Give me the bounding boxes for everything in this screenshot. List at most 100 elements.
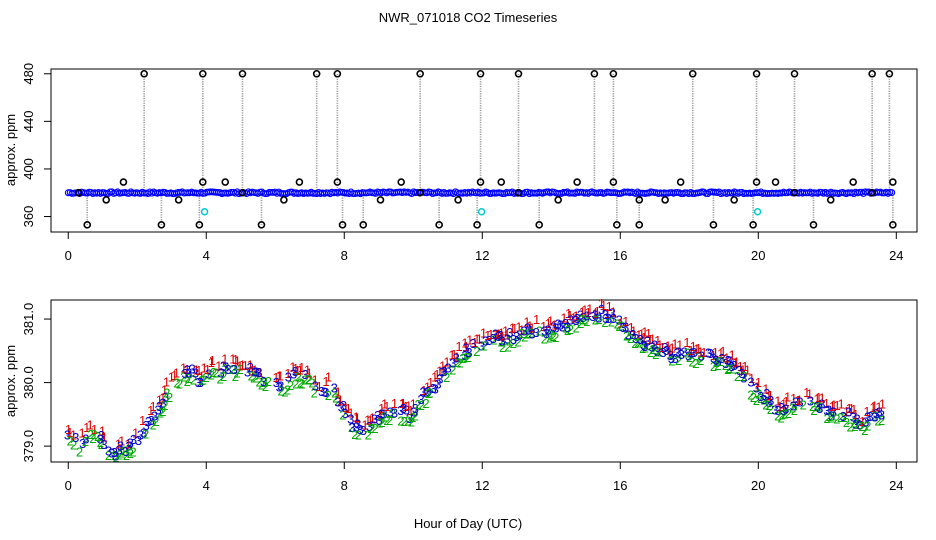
- bottom-marker-2: 2: [656, 345, 663, 360]
- bottom-marker-3: 3: [876, 405, 883, 420]
- top-point-flagged: [573, 178, 581, 186]
- bottom-marker-1: 1: [476, 332, 483, 347]
- bottom-marker-1: 1: [732, 356, 739, 371]
- bottom-marker-3: 3: [260, 374, 267, 389]
- bottom-marker-1: 1: [630, 323, 637, 338]
- top-point-cyan: [477, 208, 486, 216]
- bottom-marker-1: 1: [845, 401, 852, 416]
- top-point-flagged: [889, 178, 897, 186]
- bottom-marker-2: 2: [481, 339, 488, 354]
- bottom-marker-1: 1: [149, 399, 156, 414]
- bottom-marker-2: 2: [668, 354, 675, 369]
- bottom-marker-1: 1: [671, 337, 678, 352]
- top-point-flagged: [333, 178, 342, 186]
- bottom-marker-3: 3: [552, 320, 559, 335]
- bottom-x-tick-label: 16: [613, 478, 627, 493]
- bottom-marker-2: 2: [724, 362, 731, 377]
- bottom-marker-1: 1: [78, 425, 85, 440]
- bottom-marker-2: 2: [97, 435, 104, 450]
- bottom-marker-3: 3: [825, 403, 832, 418]
- bottom-marker-2: 2: [649, 342, 656, 357]
- bottom-marker-2: 2: [654, 345, 661, 360]
- bottom-marker-2: 2: [765, 398, 772, 413]
- bottom-marker-3: 3: [533, 325, 540, 340]
- bottom-marker-1: 1: [442, 362, 449, 377]
- bottom-marker-1: 1: [115, 437, 122, 452]
- bottom-marker-2: 2: [418, 398, 425, 413]
- bottom-marker-3: 3: [589, 309, 596, 324]
- bottom-marker-3: 3: [117, 439, 124, 454]
- bottom-marker-2: 2: [305, 372, 312, 387]
- bottom-marker-2: 2: [729, 361, 736, 376]
- bottom-marker-1: 1: [635, 327, 642, 342]
- bottom-marker-1: 1: [640, 330, 647, 345]
- bottom-marker-2: 2: [152, 414, 159, 429]
- bottom-marker-1: 1: [484, 328, 491, 343]
- top-point-flagged: [609, 178, 618, 186]
- bottom-marker-1: 1: [65, 422, 72, 437]
- bottom-marker-2: 2: [696, 349, 703, 364]
- bottom-marker-2: 2: [847, 419, 854, 434]
- bottom-marker-1: 1: [236, 358, 243, 373]
- bottom-marker-3: 3: [378, 407, 385, 422]
- bottom-marker-3: 3: [595, 311, 602, 326]
- bottom-marker-2: 2: [427, 386, 434, 401]
- bottom-marker-3: 3: [434, 376, 441, 391]
- bottom-marker-2: 2: [118, 445, 125, 460]
- figure-title: NWR_071018 CO2 Timeseries: [379, 10, 558, 25]
- bottom-marker-1: 1: [669, 340, 676, 355]
- bottom-marker-1: 1: [654, 333, 661, 348]
- bottom-marker-2: 2: [113, 450, 120, 465]
- bottom-marker-3: 3: [220, 359, 227, 374]
- bottom-marker-2: 2: [518, 326, 525, 341]
- bottom-marker-2: 2: [389, 406, 396, 421]
- bottom-marker-2: 2: [284, 382, 291, 397]
- bottom-marker-2: 2: [689, 354, 696, 369]
- top-point-flagged: [730, 196, 738, 204]
- bottom-marker-2: 2: [642, 340, 649, 355]
- bottom-marker-3: 3: [366, 419, 373, 434]
- bottom-marker-2: 2: [878, 413, 885, 428]
- bottom-marker-3: 3: [478, 338, 485, 353]
- bottom-marker-3: 3: [823, 403, 830, 418]
- bottom-marker-1: 1: [378, 401, 385, 416]
- bottom-marker-3: 3: [640, 338, 647, 353]
- bottom-marker-1: 1: [87, 417, 94, 432]
- bottom-marker-1: 1: [843, 404, 850, 419]
- bottom-marker-1: 1: [502, 323, 509, 338]
- bottom-marker-2: 2: [774, 408, 781, 423]
- bottom-marker-3: 3: [147, 413, 154, 428]
- bottom-marker-3: 3: [347, 411, 354, 426]
- bottom-marker-1: 1: [193, 362, 200, 377]
- bottom-marker-3: 3: [605, 311, 612, 326]
- bottom-marker-1: 1: [70, 427, 77, 442]
- bottom-marker-3: 3: [125, 438, 132, 453]
- bottom-marker-3: 3: [778, 400, 785, 415]
- bottom-marker-2: 2: [837, 410, 844, 425]
- bottom-marker-1: 1: [700, 345, 707, 360]
- bottom-marker-3: 3: [792, 395, 799, 410]
- bottom-marker-2: 2: [265, 374, 272, 389]
- bottom-marker-2: 2: [874, 414, 881, 429]
- bottom-marker-2: 2: [217, 371, 224, 386]
- top-y-tick-label: 360: [21, 206, 36, 228]
- bottom-marker-2: 2: [302, 372, 309, 387]
- bottom-y-axis: 379.0 380.0 381.0: [21, 303, 52, 462]
- top-point-flagged: [826, 196, 835, 204]
- bottom-marker-3: 3: [598, 302, 605, 317]
- bottom-marker-2: 2: [514, 335, 521, 350]
- bottom-marker-2: 2: [67, 433, 74, 448]
- bottom-marker-1: 1: [838, 397, 845, 412]
- bottom-marker-3: 3: [335, 394, 342, 409]
- bottom-marker-3: 3: [504, 331, 511, 346]
- bottom-marker-1: 1: [710, 348, 717, 363]
- bottom-marker-2: 2: [789, 401, 796, 416]
- bottom-marker-1: 1: [581, 303, 588, 318]
- bottom-marker-2: 2: [159, 404, 166, 419]
- bottom-marker-1: 1: [741, 359, 748, 374]
- bottom-marker-2: 2: [510, 336, 517, 351]
- bottom-marker-3: 3: [453, 351, 460, 366]
- bottom-marker-1: 1: [427, 375, 434, 390]
- bottom-marker-3: 3: [728, 359, 735, 374]
- top-point-flagged: [790, 188, 799, 197]
